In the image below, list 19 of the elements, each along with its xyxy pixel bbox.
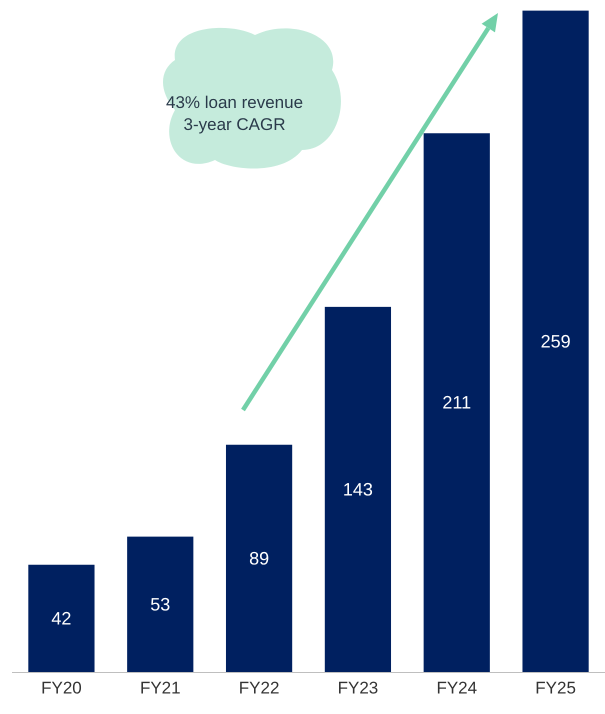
x-tick-label: FY21 [140, 678, 181, 698]
annotation: 43% loan revenue 3-year CAGR [166, 93, 304, 134]
data-label: 53 [150, 594, 170, 614]
x-tick-label: FY25 [535, 678, 576, 698]
bar [28, 564, 95, 672]
x-tick-label: FY22 [238, 678, 280, 698]
x-tick-label: FY23 [338, 678, 378, 698]
x-tick-label: FY24 [436, 678, 478, 698]
bar [127, 536, 194, 672]
data-label: 42 [51, 608, 72, 628]
bar [226, 444, 292, 672]
bar [324, 306, 392, 672]
data-label: 259 [540, 331, 571, 352]
data-label: 89 [249, 548, 270, 568]
data-label: 211 [442, 392, 472, 413]
x-tick-label: FY20 [41, 678, 82, 698]
bar [522, 10, 589, 672]
data-label: 143 [342, 479, 373, 500]
bar [424, 133, 490, 672]
